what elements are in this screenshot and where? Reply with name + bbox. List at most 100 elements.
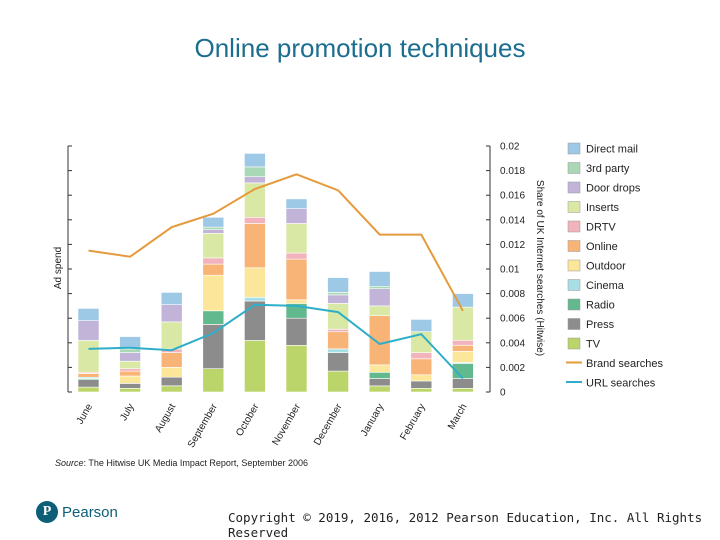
pearson-logo-text: Pearson (62, 503, 118, 521)
bar-inserts-june (77, 339, 100, 373)
legend-label-radio: Radio (586, 300, 615, 312)
legend-label-outdoor: Outdoor (586, 261, 626, 273)
legend-label-press: Press (586, 319, 615, 331)
bar-door-drops-june (77, 320, 100, 341)
bar-door-drops-september (202, 229, 225, 234)
bar-online-august (160, 352, 183, 368)
bar-online-december (327, 331, 349, 350)
source-prefix: Source (55, 458, 84, 468)
y2-tick-label: 0.004 (500, 338, 525, 349)
bar-press-june (77, 379, 100, 388)
x-tick-label-november: November (271, 401, 304, 447)
bars-layer (77, 153, 474, 393)
legend-swatch-direct-mail (567, 142, 581, 155)
x-tick-label-october: October (234, 401, 262, 438)
y2-tick-label: 0.016 (500, 191, 525, 202)
legend-swatch-cinema (567, 279, 581, 291)
bar-outdoor-january (368, 364, 391, 373)
bar-direct-mail-july (119, 336, 141, 350)
source-text: : The Hitwise UK Media Impact Report, Se… (83, 458, 308, 468)
legend-label-door-drops: Door drops (586, 183, 641, 195)
bar-tv-september (202, 368, 225, 393)
slide-title: Online promotion techniques (194, 33, 526, 63)
bar-direct-mail-august (160, 292, 183, 305)
y2-tick-label: 0.01 (500, 265, 520, 276)
legend: Direct mail 3rd party Door drops Inserts DRT… (566, 142, 664, 390)
legend-swatch-drtv (567, 220, 581, 233)
legend-swatch-radio (567, 298, 581, 311)
bar-drtv-february (410, 352, 433, 360)
x-tick-label-january: January (359, 402, 386, 438)
bar-tv-november (285, 344, 308, 393)
bar-tv-june (77, 386, 100, 393)
bar-online-february (410, 358, 433, 376)
x-tick-label-december: December (312, 401, 345, 447)
x-tick-label-september: September (186, 401, 220, 449)
bar-direct-mail-december (327, 277, 349, 293)
bar-online-october (244, 223, 266, 269)
bar-direct-mail-february (410, 319, 433, 332)
legend-label-tv: TV (586, 339, 601, 351)
bar-online-june (77, 373, 100, 378)
bar-door-drops-july (119, 352, 141, 362)
bar-outdoor-february (410, 374, 433, 382)
bar-direct-mail-march (452, 293, 474, 308)
chart: Ad spend 0 0.002 0.004 0.006 0.008 0.01 0.012 0.… (53, 142, 664, 450)
bar-direct-mail-june (77, 308, 100, 321)
bar-inserts-november (285, 223, 308, 254)
bar-direct-mail-october (244, 153, 266, 168)
bar-outdoor-july (119, 375, 141, 384)
bar-outdoor-august (160, 367, 183, 378)
bar-tv-january (368, 385, 391, 393)
bar-online-march (452, 344, 474, 352)
legend-label-3rd-party: 3rd party (586, 163, 630, 175)
legend-label-url-searches: URL searches (586, 378, 656, 390)
bar-3rd-party-september (202, 226, 225, 230)
bar-cinema-october (244, 296, 266, 302)
bar-drtv-october (244, 217, 266, 224)
legend-label-inserts: Inserts (586, 202, 620, 214)
x-tick-label-june: June (75, 402, 96, 427)
bar-inserts-january (368, 305, 391, 316)
legend-label-cinema: Cinema (586, 280, 625, 292)
line-url-searches (88, 303, 464, 380)
bar-press-december (327, 352, 349, 372)
x-tick-label-february: February (398, 402, 428, 442)
bar-press-march (452, 378, 474, 389)
bar-online-november (285, 258, 308, 301)
bar-cinema-december (327, 348, 349, 353)
bar-direct-mail-january (368, 271, 391, 287)
bar-press-february (410, 380, 433, 389)
y-axis-title: Ad spend (53, 247, 64, 289)
bar-tv-february (410, 387, 433, 393)
y2-tick-label: 0 (500, 388, 506, 399)
legend-label-direct-mail: Direct mail (586, 144, 638, 156)
legend-swatch-3rd-party (567, 162, 581, 174)
bar-3rd-party-october (244, 166, 266, 177)
legend-label-online: Online (586, 241, 618, 253)
bar-press-january (368, 378, 391, 387)
x-tick-label-august: August (153, 402, 178, 435)
bar-online-january (368, 315, 391, 366)
bar-tv-october (244, 339, 266, 393)
bar-door-drops-august (160, 304, 183, 323)
bar-tv-august (160, 385, 183, 393)
legend-label-drtv: DRTV (586, 222, 616, 234)
bar-online-september (202, 263, 225, 276)
bar-tv-july (119, 387, 141, 393)
bar-door-drops-december (327, 294, 349, 304)
source-note: Source: The Hitwise UK Media Impact Repo… (55, 458, 308, 468)
bar-inserts-july (119, 360, 141, 369)
copyright-notice: Copyright © 2019, 2016, 2012 Pearson Edu… (228, 510, 703, 540)
bar-inserts-september (202, 233, 225, 259)
bar-door-drops-october (244, 176, 266, 184)
bar-outdoor-october (244, 267, 266, 298)
bar-press-september (202, 324, 225, 369)
y2-tick-label: 0.006 (500, 314, 525, 325)
y2-tick-label: 0.014 (500, 215, 525, 226)
legend-swatch-outdoor (567, 259, 581, 272)
legend-swatch-inserts (567, 201, 581, 213)
bar-inserts-august (160, 321, 183, 350)
bar-outdoor-september (202, 274, 225, 312)
pearson-logo: P Pearson (36, 501, 118, 523)
